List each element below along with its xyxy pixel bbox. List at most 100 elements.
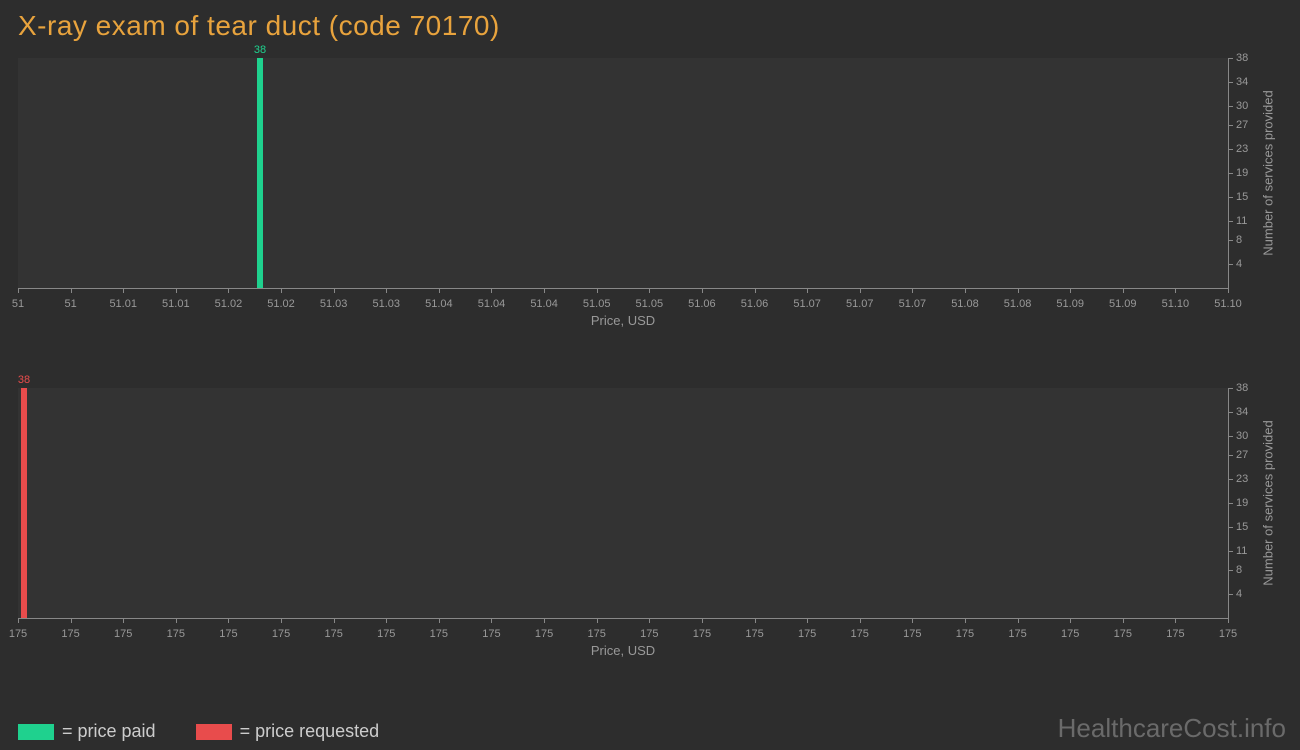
x-tick bbox=[912, 618, 913, 623]
x-tick bbox=[1018, 288, 1019, 293]
y-tick bbox=[1228, 125, 1233, 126]
y-tick bbox=[1228, 503, 1233, 504]
x-tick bbox=[18, 618, 19, 623]
x-tick-label: 51 bbox=[12, 298, 24, 310]
x-tick-label: 51.10 bbox=[1214, 298, 1242, 310]
x-tick-label: 175 bbox=[798, 628, 816, 640]
x-tick-label: 51.09 bbox=[1056, 298, 1084, 310]
x-tick-label: 51.07 bbox=[793, 298, 821, 310]
x-tick-label: 51.08 bbox=[1004, 298, 1032, 310]
x-tick-label: 51.08 bbox=[951, 298, 979, 310]
x-tick bbox=[597, 288, 598, 293]
y-tick bbox=[1228, 551, 1233, 552]
y-tick-label: 11 bbox=[1236, 215, 1247, 227]
x-axis-title: Price, USD bbox=[591, 313, 655, 328]
y-tick-label: 19 bbox=[1236, 497, 1248, 509]
x-tick bbox=[123, 288, 124, 293]
x-tick bbox=[702, 288, 703, 293]
x-tick-label: 175 bbox=[903, 628, 921, 640]
x-tick bbox=[755, 288, 756, 293]
x-tick-label: 51.01 bbox=[109, 298, 137, 310]
x-tick bbox=[176, 288, 177, 293]
x-tick-label: 175 bbox=[745, 628, 763, 640]
x-tick bbox=[1018, 618, 1019, 623]
x-tick bbox=[1070, 618, 1071, 623]
y-tick-label: 27 bbox=[1236, 119, 1248, 131]
y-axis-title: Number of services provided bbox=[1261, 420, 1276, 585]
y-tick bbox=[1228, 570, 1233, 571]
x-axis bbox=[18, 288, 1228, 289]
x-tick-label: 51.02 bbox=[215, 298, 243, 310]
chart-title: X-ray exam of tear duct (code 70170) bbox=[18, 10, 500, 42]
legend-item-paid: = price paid bbox=[18, 721, 156, 742]
y-tick-label: 11 bbox=[1236, 545, 1247, 557]
x-tick bbox=[281, 288, 282, 293]
x-tick bbox=[1070, 288, 1071, 293]
x-tick bbox=[965, 618, 966, 623]
x-tick-label: 175 bbox=[324, 628, 342, 640]
y-tick bbox=[1228, 388, 1233, 389]
x-tick-label: 175 bbox=[430, 628, 448, 640]
legend: = price paid = price requested bbox=[18, 721, 379, 742]
legend-swatch-paid bbox=[18, 724, 54, 740]
x-tick-label: 175 bbox=[1008, 628, 1026, 640]
y-tick-label: 23 bbox=[1236, 473, 1248, 485]
y-tick-label: 15 bbox=[1236, 191, 1248, 203]
x-tick-label: 51.04 bbox=[530, 298, 558, 310]
x-tick bbox=[334, 618, 335, 623]
x-tick bbox=[123, 618, 124, 623]
x-tick bbox=[439, 288, 440, 293]
x-tick-label: 51.03 bbox=[372, 298, 400, 310]
x-tick-label: 51 bbox=[64, 298, 76, 310]
legend-label-paid: = price paid bbox=[62, 721, 156, 742]
bar-value-label: 38 bbox=[254, 44, 266, 56]
y-tick-label: 30 bbox=[1236, 430, 1248, 442]
y-tick bbox=[1228, 82, 1233, 83]
y-tick bbox=[1228, 173, 1233, 174]
x-tick-label: 175 bbox=[851, 628, 869, 640]
x-tick-label: 175 bbox=[1166, 628, 1184, 640]
data-bar bbox=[21, 388, 27, 618]
x-tick bbox=[491, 618, 492, 623]
x-tick-label: 175 bbox=[588, 628, 606, 640]
x-tick bbox=[702, 618, 703, 623]
x-tick-label: 175 bbox=[693, 628, 711, 640]
x-tick bbox=[807, 288, 808, 293]
y-tick bbox=[1228, 436, 1233, 437]
y-tick bbox=[1228, 240, 1233, 241]
x-tick bbox=[1123, 618, 1124, 623]
x-tick bbox=[439, 618, 440, 623]
legend-label-requested: = price requested bbox=[240, 721, 380, 742]
x-tick bbox=[228, 288, 229, 293]
x-tick-label: 51.05 bbox=[583, 298, 611, 310]
x-tick bbox=[807, 618, 808, 623]
x-axis-title: Price, USD bbox=[591, 643, 655, 658]
y-tick-label: 27 bbox=[1236, 449, 1248, 461]
x-tick-label: 51.07 bbox=[899, 298, 927, 310]
x-tick-label: 175 bbox=[640, 628, 658, 640]
data-bar bbox=[257, 58, 263, 288]
x-tick bbox=[1228, 288, 1229, 293]
x-tick-label: 175 bbox=[535, 628, 553, 640]
x-tick-label: 175 bbox=[1061, 628, 1079, 640]
x-tick-label: 175 bbox=[956, 628, 974, 640]
x-tick-label: 51.10 bbox=[1162, 298, 1190, 310]
legend-item-requested: = price requested bbox=[196, 721, 380, 742]
x-tick-label: 51.06 bbox=[688, 298, 716, 310]
x-tick-label: 175 bbox=[1114, 628, 1132, 640]
x-tick bbox=[386, 618, 387, 623]
y-tick-label: 8 bbox=[1236, 234, 1242, 246]
x-tick bbox=[386, 288, 387, 293]
x-tick-label: 51.06 bbox=[741, 298, 769, 310]
x-tick-label: 175 bbox=[61, 628, 79, 640]
x-tick bbox=[18, 288, 19, 293]
y-tick bbox=[1228, 455, 1233, 456]
x-tick-label: 51.03 bbox=[320, 298, 348, 310]
x-tick bbox=[228, 618, 229, 623]
bar-value-label: 38 bbox=[18, 374, 30, 386]
x-tick-label: 175 bbox=[1219, 628, 1237, 640]
x-tick bbox=[860, 618, 861, 623]
x-tick bbox=[597, 618, 598, 623]
x-tick bbox=[281, 618, 282, 623]
y-tick-label: 30 bbox=[1236, 100, 1248, 112]
